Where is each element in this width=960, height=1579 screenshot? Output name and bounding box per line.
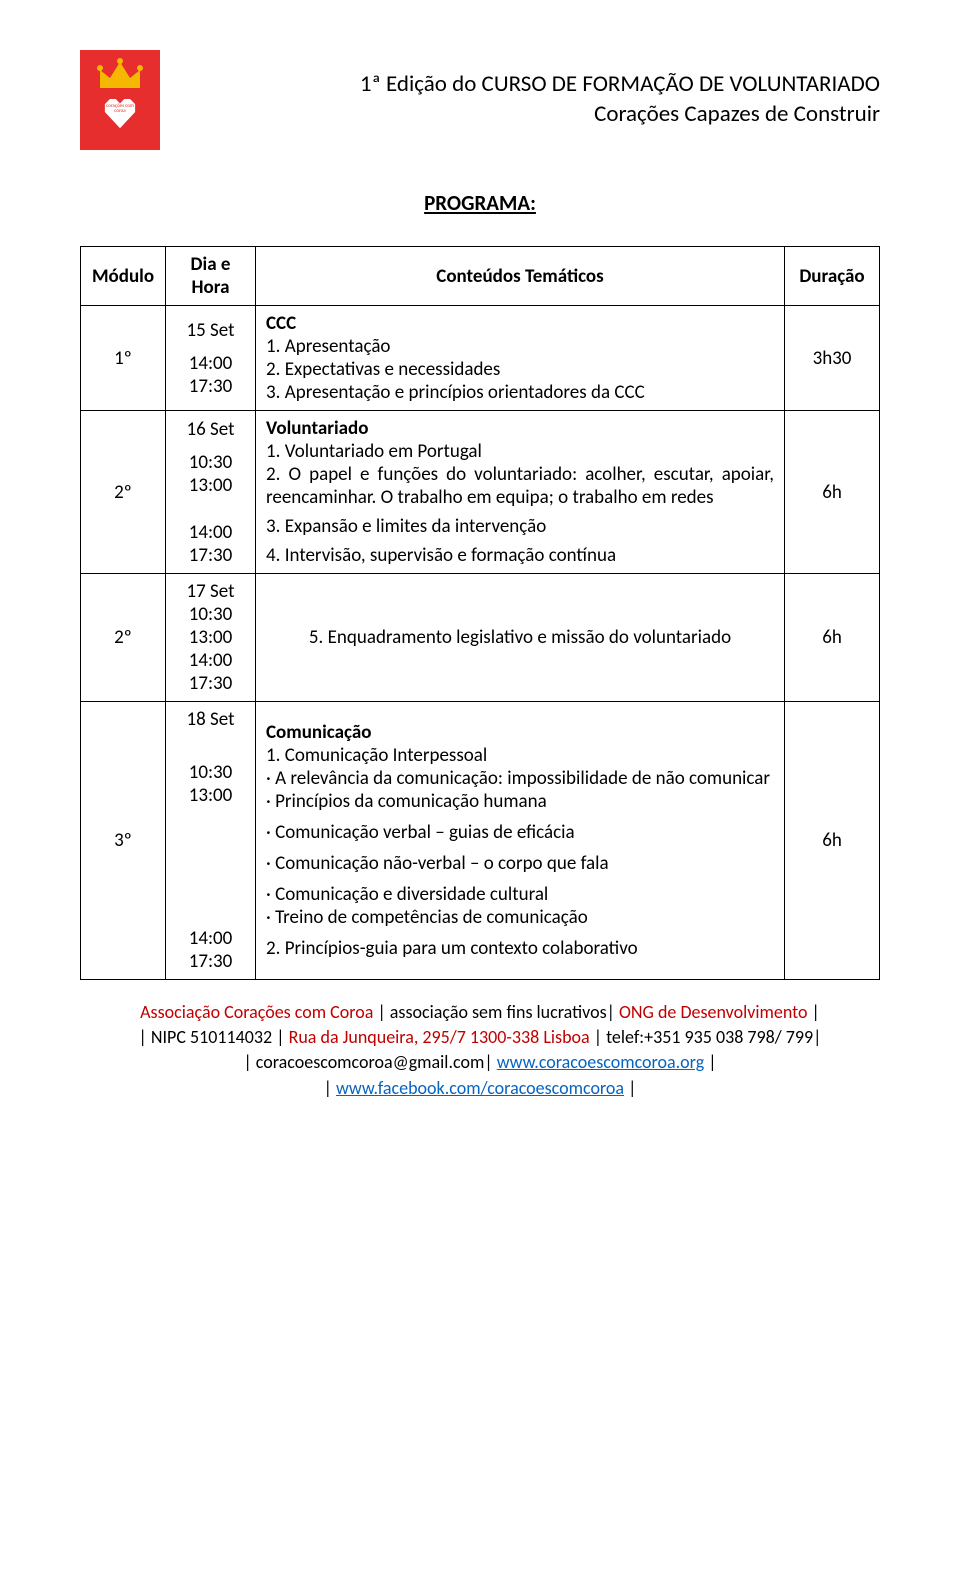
time: 10:30	[176, 603, 245, 626]
time: 14:00	[176, 927, 245, 950]
content-item: 3. Apresentação e princípios orientadore…	[266, 381, 774, 404]
cell-duration: 6h	[785, 411, 880, 574]
content-item: 1. Voluntariado em Portugal	[266, 440, 774, 463]
date: 16 Set	[176, 418, 245, 441]
footer-sep: |	[708, 1051, 716, 1073]
footer: Associação Corações com Coroa | associaç…	[80, 1000, 880, 1101]
table-row: 2º 16 Set 10:30 13:00 14:00 17:30 Volunt…	[81, 411, 880, 574]
content-item: 1. Comunicação Interpessoal	[266, 744, 774, 767]
table-header-row: Módulo Dia e Hora Conteúdos Temáticos Du…	[81, 247, 880, 306]
footer-phone: | telef:+351 935 038 798/ 799|	[594, 1026, 822, 1048]
footer-fb-suffix: |	[628, 1077, 636, 1099]
heart-icon: corações com coroa	[102, 94, 138, 130]
col-datetime: Dia e Hora	[166, 247, 256, 306]
cell-duration: 6h	[785, 574, 880, 702]
time: 14:00	[176, 521, 245, 544]
date: 15 Set	[176, 319, 245, 342]
table-row: 2º 17 Set 10:30 13:00 14:00 17:30 5. Enq…	[81, 574, 880, 702]
table-row: 1º 15 Set 14:00 17:30 CCC 1. Apresentaçã…	[81, 306, 880, 411]
time: 13:00	[176, 784, 245, 807]
content-item: · A relevância da comunicação: impossibi…	[266, 767, 774, 790]
footer-assoc-type: | associação sem fins lucrativos|	[377, 1001, 614, 1023]
content-title: Comunicação	[266, 721, 774, 744]
date: 17 Set	[176, 580, 245, 603]
footer-sep: |	[812, 1001, 820, 1023]
col-content: Conteúdos Temáticos	[256, 247, 785, 306]
header-line1: 1ª Edição do CURSO DE FORMAÇÃO DE VOLUNT…	[160, 70, 880, 100]
date: 18 Set	[176, 708, 245, 731]
schedule-table: Módulo Dia e Hora Conteúdos Temáticos Du…	[80, 246, 880, 980]
content-item: · Comunicação e diversidade cultural	[266, 883, 774, 906]
time: 17:30	[176, 375, 245, 398]
header: corações com coroa 1ª Edição do CURSO DE…	[80, 50, 880, 150]
footer-site-link[interactable]: www.coracoescomcoroa.org	[497, 1051, 705, 1073]
content-item: 1. Apresentação	[266, 335, 774, 358]
time: 13:00	[176, 626, 245, 649]
content-item: 4. Intervisão, supervisão e formação con…	[266, 544, 774, 567]
footer-fb-prefix: |	[324, 1077, 332, 1099]
org-logo: corações com coroa	[80, 50, 160, 150]
content-title: Voluntariado	[266, 417, 774, 440]
table-row: 3º 18 Set 10:30 13:00 14:00 17:30 Comuni…	[81, 702, 880, 980]
content-item: · Comunicação verbal – guias de eficácia	[266, 821, 774, 844]
footer-email: | coracoescomcoroa@gmail.com|	[243, 1051, 492, 1073]
cell-datetime: 18 Set 10:30 13:00 14:00 17:30	[166, 702, 256, 980]
cell-content: 5. Enquadramento legislativo e missão do…	[256, 574, 785, 702]
content-item: 2. O papel e funções do voluntariado: ac…	[266, 463, 774, 509]
cell-datetime: 17 Set 10:30 13:00 14:00 17:30	[166, 574, 256, 702]
time: 10:30	[176, 761, 245, 784]
header-line2: Corações Capazes de Construir	[160, 100, 880, 130]
col-duration: Duração	[785, 247, 880, 306]
content-item: · Comunicação não-verbal – o corpo que f…	[266, 852, 774, 875]
cell-content: CCC 1. Apresentação 2. Expectativas e ne…	[256, 306, 785, 411]
footer-assoc: Associação Corações com Coroa	[140, 1001, 373, 1023]
footer-nipc: | NIPC 510114032 |	[139, 1026, 285, 1048]
crown-icon	[96, 58, 144, 94]
cell-duration: 6h	[785, 702, 880, 980]
content-item: 2. Princípios-guia para um contexto cola…	[266, 937, 774, 960]
cell-module: 1º	[81, 306, 166, 411]
footer-fb-link[interactable]: www.facebook.com/coracoescomcoroa	[336, 1077, 624, 1099]
program-heading: PROGRAMA:	[80, 190, 880, 216]
time: 17:30	[176, 544, 245, 567]
time: 10:30	[176, 451, 245, 474]
time: 17:30	[176, 672, 245, 695]
header-titles: 1ª Edição do CURSO DE FORMAÇÃO DE VOLUNT…	[160, 50, 880, 130]
cell-module: 2º	[81, 574, 166, 702]
cell-datetime: 15 Set 14:00 17:30	[166, 306, 256, 411]
footer-address: Rua da Junqueira, 295/7 1300-338 Lisboa	[289, 1026, 590, 1048]
content-title: CCC	[266, 312, 774, 335]
cell-module: 2º	[81, 411, 166, 574]
time: 17:30	[176, 950, 245, 973]
time: 14:00	[176, 649, 245, 672]
content-item: · Treino de competências de comunicação	[266, 906, 774, 929]
content-item: · Princípios da comunicação humana	[266, 790, 774, 813]
cell-datetime: 16 Set 10:30 13:00 14:00 17:30	[166, 411, 256, 574]
time: 13:00	[176, 474, 245, 497]
content-item: 2. Expectativas e necessidades	[266, 358, 774, 381]
cell-content: Voluntariado 1. Voluntariado em Portugal…	[256, 411, 785, 574]
footer-ong: ONG de Desenvolvimento	[619, 1001, 807, 1023]
cell-module: 3º	[81, 702, 166, 980]
cell-content: Comunicação 1. Comunicação Interpessoal …	[256, 702, 785, 980]
content-item: 3. Expansão e limites da intervenção	[266, 515, 774, 538]
time: 14:00	[176, 352, 245, 375]
cell-duration: 3h30	[785, 306, 880, 411]
heart-label: corações com coroa	[102, 104, 138, 114]
col-module: Módulo	[81, 247, 166, 306]
